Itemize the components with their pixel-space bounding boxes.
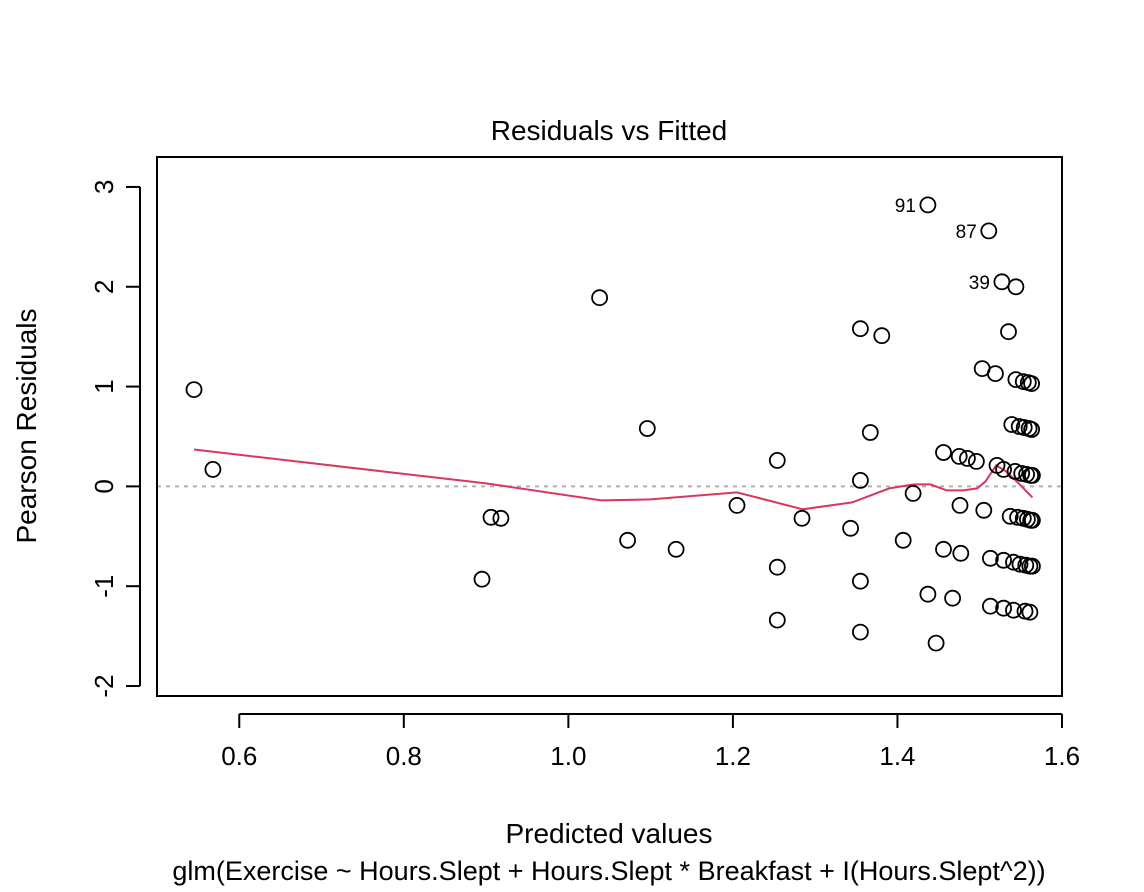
data-point xyxy=(1007,278,1025,296)
data-point xyxy=(852,572,869,590)
data-point xyxy=(1003,416,1021,433)
data-point xyxy=(968,452,985,470)
y-tick-label: 3 xyxy=(89,180,119,194)
data-point xyxy=(982,549,999,567)
data-point xyxy=(987,365,1004,383)
data-point xyxy=(1005,601,1022,619)
chart-title: Residuals vs Fitted xyxy=(491,115,728,146)
y-tick-label: 0 xyxy=(89,479,119,493)
x-tick-label: 1.2 xyxy=(715,741,751,771)
data-point xyxy=(1006,462,1024,480)
plot-frame xyxy=(156,156,1063,697)
data-point xyxy=(904,484,922,502)
data-point xyxy=(1007,371,1025,389)
data-point xyxy=(852,471,869,489)
data-point xyxy=(861,424,879,441)
data-point xyxy=(951,496,969,514)
data-point xyxy=(591,289,608,307)
x-tick-label: 0.8 xyxy=(386,741,422,771)
data-point xyxy=(1011,555,1029,573)
y-axis-title: Pearson Residuals xyxy=(11,308,42,543)
x-tick-label: 1.4 xyxy=(879,741,915,771)
data-point xyxy=(927,634,945,652)
data-point xyxy=(950,447,968,465)
data-point xyxy=(793,509,811,527)
data-point xyxy=(993,273,1011,291)
data-point xyxy=(1021,603,1039,621)
data-point xyxy=(492,509,510,527)
data-point xyxy=(852,320,869,338)
data-point xyxy=(935,444,952,461)
data-point xyxy=(995,599,1012,617)
outlier-label: 91 xyxy=(895,196,916,217)
y-tick-label: -1 xyxy=(89,575,119,598)
data-point xyxy=(185,381,203,399)
data-point xyxy=(980,222,998,240)
data-point xyxy=(919,585,937,603)
data-point xyxy=(852,623,869,641)
data-point xyxy=(873,327,891,345)
data-point xyxy=(1024,557,1041,575)
data-point xyxy=(959,449,976,467)
data-point xyxy=(1023,375,1040,393)
x-tick-label: 1.0 xyxy=(550,741,586,771)
data-point xyxy=(204,460,222,478)
chart-subtitle: glm(Exercise ~ Hours.Slept + Hours.Slept… xyxy=(172,856,1045,886)
data-point xyxy=(919,196,937,214)
y-tick-label: 2 xyxy=(89,280,119,294)
data-point xyxy=(768,611,786,629)
x-axis-title: Predicted values xyxy=(505,818,712,849)
data-point xyxy=(995,460,1012,478)
data-point xyxy=(842,519,859,537)
data-point xyxy=(995,551,1012,569)
data-point xyxy=(619,531,636,549)
x-tick-label: 0.6 xyxy=(221,741,257,771)
data-point xyxy=(894,531,912,549)
data-point xyxy=(728,496,746,514)
data-point xyxy=(638,420,656,437)
y-tick-label: -2 xyxy=(89,674,119,697)
data-point xyxy=(1005,553,1022,571)
data-point xyxy=(1023,421,1040,438)
data-point xyxy=(944,589,961,607)
data-point xyxy=(982,597,999,615)
data-point xyxy=(667,540,685,558)
smoother-line xyxy=(193,448,1034,511)
x-tick-label: 1.6 xyxy=(1044,741,1080,771)
y-tick-label: 1 xyxy=(89,379,119,393)
data-point xyxy=(1024,511,1041,529)
data-point xyxy=(482,508,500,526)
data-point xyxy=(1001,507,1019,525)
data-point xyxy=(768,451,786,469)
data-point xyxy=(952,544,970,562)
data-point xyxy=(975,501,993,519)
data-point xyxy=(1000,323,1017,341)
data-point xyxy=(768,558,786,576)
outlier-label: 87 xyxy=(956,222,977,243)
data-point xyxy=(473,570,491,588)
data-point xyxy=(1024,466,1041,484)
data-point xyxy=(935,540,952,558)
outlier-label: 39 xyxy=(969,273,990,294)
